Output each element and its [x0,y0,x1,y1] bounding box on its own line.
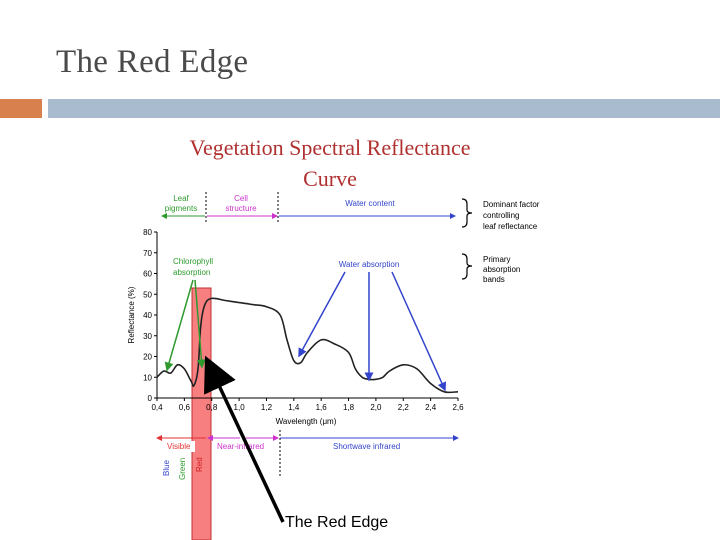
label-green: Green [178,458,187,480]
x-tick-label: 1,8 [343,403,355,412]
x-tick-label: 2,2 [398,403,410,412]
reflectance-curve [156,297,459,394]
figure-title-line1: Vegetation Spectral Reflectance [190,135,471,160]
label-leaf: Leaf [173,194,189,203]
x-tick-label: 0,4 [151,403,163,412]
chlorophyll-label-1: Chlorophyll [173,257,213,266]
x-tick-label: 2,0 [370,403,382,412]
figure-title-line2: Curve [303,166,357,191]
red-band-highlight [191,287,212,540]
note-dominant-3: leaf reflectance [483,222,538,231]
note-dominant-1: Dominant factor [483,200,540,209]
brace-primary [461,253,473,280]
y-tick-label: 70 [143,249,152,258]
x-tick-label: 1,6 [316,403,328,412]
label-swir: Shortwave infrared [333,442,400,451]
x-tick-label: 1,4 [288,403,300,412]
label-nir: Near-infrared [217,442,264,451]
x-tick-label: 2,6 [452,403,464,412]
y-tick-label: 60 [143,270,152,279]
title-accent-bar-orange [0,99,42,118]
y-tick-group: 0 10 20 30 40 50 60 70 80 [143,228,157,403]
chlorophyll-label-2: absorption [173,268,210,277]
x-tick-label: 2,4 [425,403,437,412]
label-water-content: Water content [345,199,395,208]
brace-dominant [461,198,473,228]
x-axis-label: Wavelength (μm) [276,417,337,426]
y-tick-label: 20 [143,353,152,362]
y-tick-label: 30 [143,332,152,341]
note-dominant-2: controlling [483,211,519,220]
x-tick-label: 1,0 [234,403,246,412]
x-tick-group: 0,4 0,6 0,8 1,0 1,2 1,4 1,6 1,8 2,0 2,2 2,4 2,6 [151,398,464,412]
y-axis-label: Reflectance (%) [127,286,136,343]
note-primary-3: bands [483,275,505,284]
chlorophyll-arrow-red [194,279,206,369]
red-edge-arrow [204,355,285,523]
note-primary-1: Primary [483,255,511,264]
y-tick-label: 40 [143,311,152,320]
x-tick-label: 0,8 [206,403,218,412]
title-accent-bar-blue [48,99,720,118]
chlorophyll-arrow-blue [164,279,194,372]
y-tick-label: 80 [143,228,152,237]
label-swir-bg [330,441,412,452]
label-visible: Visible [167,442,191,451]
label-blue: Blue [162,459,171,476]
label-red: Red [195,457,204,472]
label-cell: Cell [234,194,248,203]
water-arrow-3 [391,271,447,392]
label-structure: structure [225,204,257,213]
y-tick-label: 50 [143,290,152,299]
x-tick-label: 1,2 [261,403,273,412]
label-pigments: pigments [165,204,197,213]
red-edge-caption: The Red Edge [285,514,389,531]
label-visible-bg [165,441,195,452]
y-tick-label: 10 [143,373,152,382]
water-absorption-label: Water absorption [339,260,400,269]
water-arrow-1 [298,271,346,358]
slide-title: The Red Edge [56,44,249,80]
note-primary-2: absorption [483,265,520,274]
label-nir-bg [216,441,274,452]
x-tick-label: 0,6 [179,403,191,412]
y-tick-label: 0 [148,394,153,403]
